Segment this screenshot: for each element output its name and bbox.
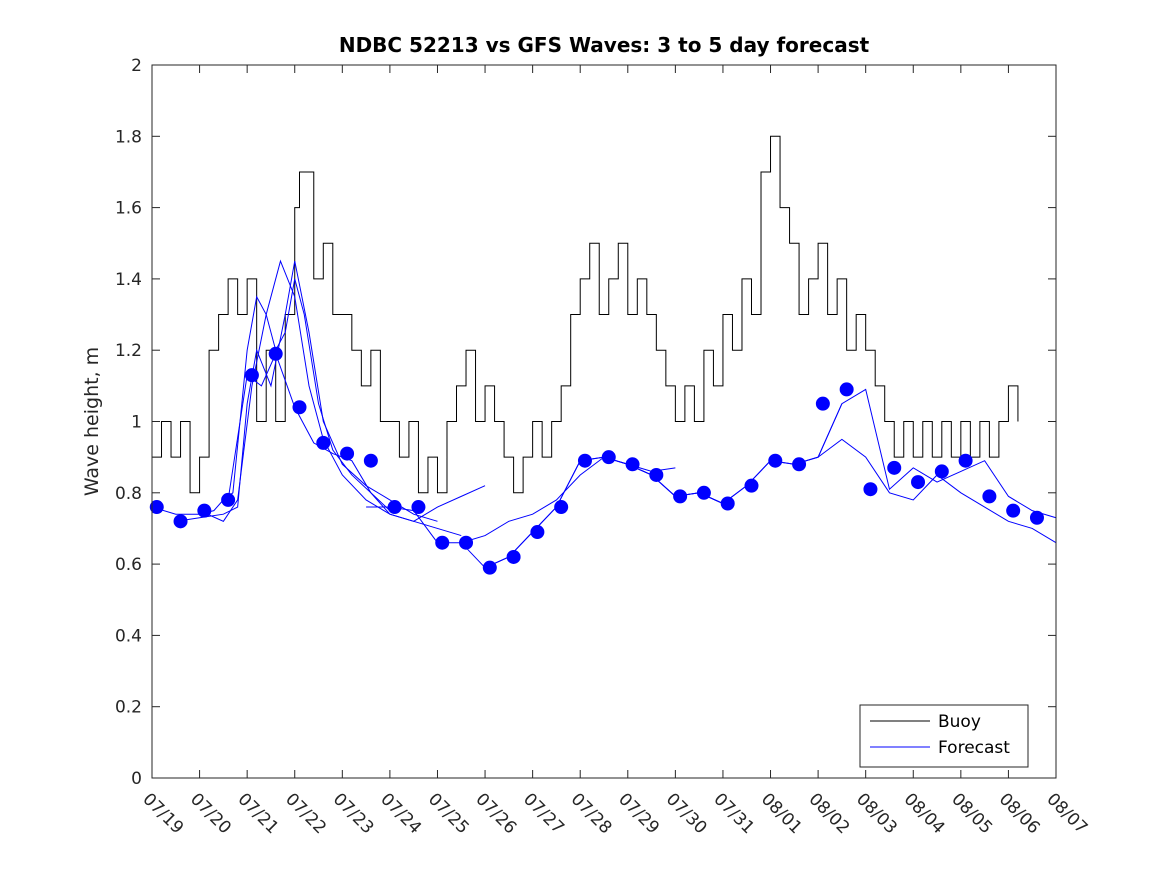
y-tick-label: 1.6: [115, 199, 142, 219]
forecast-point: [411, 500, 426, 515]
forecast-point: [815, 396, 830, 411]
forecast-line: [151, 278, 391, 515]
chart-title: NDBC 52213 vs GFS Waves: 3 to 5 day fore…: [339, 33, 870, 57]
y-tick-label: 0.4: [115, 626, 142, 646]
forecast-point: [173, 514, 188, 529]
forecast-point: [1029, 510, 1044, 525]
buoy-line: [152, 135, 1019, 494]
forecast-point: [863, 482, 878, 497]
forecast-point: [1006, 503, 1021, 518]
forecast-point: [982, 489, 997, 504]
legend: Buoy Forecast: [859, 704, 1029, 768]
buoy-series: [152, 135, 1019, 494]
forecast-point: [435, 535, 450, 550]
plot-area: [152, 65, 1056, 778]
forecast-point: [601, 450, 616, 465]
y-tick-label: 2: [131, 56, 142, 76]
forecast-point: [792, 457, 807, 472]
forecast-point: [696, 485, 711, 500]
forecast-point: [887, 460, 902, 475]
forecast-point: [839, 382, 854, 397]
forecast-point: [673, 489, 688, 504]
y-axis: 0 0.2 0.4 0.6 0.8 1 1.2 1.4 1.6 1.8 2: [115, 56, 1056, 789]
y-axis-label: Wave height, m: [81, 347, 103, 496]
forecast-point: [768, 453, 783, 468]
forecast-point: [459, 535, 474, 550]
forecast-markers: [149, 346, 1044, 575]
forecast-point: [482, 560, 497, 575]
forecast-point: [221, 492, 236, 507]
y-tick-label: 0.2: [115, 698, 142, 718]
forecast-point: [530, 525, 545, 540]
forecast-point: [958, 453, 973, 468]
forecast-point: [340, 446, 355, 461]
forecast-point: [577, 453, 592, 468]
y-tick-label: 0.8: [115, 484, 142, 504]
forecast-point: [649, 467, 664, 482]
forecast-point: [720, 496, 735, 511]
forecast-point: [316, 435, 331, 450]
y-tick-label: 1.2: [115, 341, 142, 361]
y-tick-label: 1: [131, 413, 142, 433]
legend-buoy-label: Buoy: [938, 712, 981, 732]
forecast-point: [363, 453, 378, 468]
forecast-point: [387, 500, 402, 515]
legend-box: [859, 704, 1029, 768]
forecast-point: [744, 478, 759, 493]
forecast-point: [268, 346, 283, 361]
forecast-point: [292, 400, 307, 415]
legend-forecast-label: Forecast: [938, 738, 1010, 758]
forecast-point: [625, 457, 640, 472]
forecast-point: [506, 549, 521, 564]
y-tick-label: 1.4: [115, 270, 142, 290]
forecast-point: [197, 503, 212, 518]
forecast-point: [149, 500, 164, 515]
forecast-point: [911, 475, 926, 490]
y-tick-label: 1.8: [115, 127, 142, 147]
forecast-point: [554, 500, 569, 515]
forecast-point: [244, 368, 259, 383]
y-tick-label: 0.6: [115, 555, 142, 575]
forecast-point: [934, 464, 949, 479]
y-tick-label: 0: [131, 769, 142, 789]
